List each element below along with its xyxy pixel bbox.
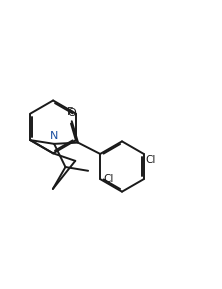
Text: Cl: Cl xyxy=(103,174,114,184)
Text: O: O xyxy=(67,108,76,118)
Text: F: F xyxy=(67,108,73,117)
Text: Cl: Cl xyxy=(146,155,156,165)
Text: N: N xyxy=(50,131,58,141)
